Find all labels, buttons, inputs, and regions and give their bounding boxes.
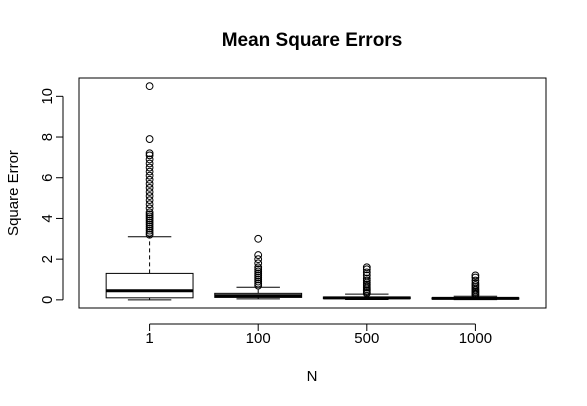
outlier-point bbox=[254, 251, 263, 259]
outlier-point bbox=[145, 226, 154, 235]
outlier-point bbox=[145, 210, 154, 219]
box-500 bbox=[322, 263, 411, 300]
outlier-point bbox=[145, 228, 154, 237]
outlier-point bbox=[254, 263, 263, 272]
x-axis-label: N bbox=[307, 368, 318, 385]
outlier-point bbox=[254, 267, 263, 276]
outlier-point bbox=[145, 192, 154, 200]
x-axis: 1 100 500 1000 bbox=[145, 323, 492, 347]
y-tick-label: 10 bbox=[39, 88, 56, 105]
outlier-point bbox=[145, 171, 154, 180]
outlier-point bbox=[145, 135, 154, 143]
box-1000 bbox=[431, 271, 520, 301]
outlier-point bbox=[145, 224, 154, 233]
outlier-point bbox=[145, 82, 154, 91]
outlier-point bbox=[254, 279, 263, 288]
outlier-point bbox=[362, 276, 371, 285]
outlier-point bbox=[145, 179, 154, 188]
outlier-point bbox=[145, 149, 154, 158]
outlier-point bbox=[254, 275, 263, 284]
outlier-point bbox=[145, 175, 154, 184]
outlier-point bbox=[362, 265, 371, 274]
outlier-point bbox=[145, 222, 154, 231]
outlier-point bbox=[362, 271, 371, 280]
outlier-point bbox=[254, 273, 263, 282]
outlier-point bbox=[471, 273, 480, 282]
outlier-point bbox=[362, 263, 371, 272]
boxes-layer bbox=[105, 82, 520, 301]
y-axis-label: Square Error bbox=[5, 150, 22, 236]
box-100 bbox=[214, 234, 303, 300]
outlier-point bbox=[145, 196, 154, 205]
outlier-point bbox=[145, 218, 154, 227]
outlier-point bbox=[145, 200, 154, 209]
outlier-point bbox=[471, 271, 480, 280]
x-tick-label: 1 bbox=[145, 330, 153, 347]
outlier-point bbox=[254, 271, 263, 280]
outlier-point bbox=[145, 167, 154, 176]
y-tick-label: 2 bbox=[39, 255, 56, 263]
outlier-point bbox=[145, 151, 154, 160]
outlier-point bbox=[254, 259, 263, 268]
outlier-point bbox=[145, 188, 154, 196]
outlier-point bbox=[145, 216, 154, 225]
outlier-point bbox=[471, 279, 480, 288]
y-tick-label: 8 bbox=[39, 133, 56, 141]
outlier-point bbox=[254, 265, 263, 274]
y-tick-label: 4 bbox=[39, 214, 56, 222]
outlier-point bbox=[362, 268, 371, 277]
y-axis: 0 2 4 6 8 10 bbox=[39, 88, 64, 304]
outlier-point bbox=[145, 212, 154, 221]
outlier-point bbox=[145, 163, 154, 172]
outlier-point bbox=[145, 208, 154, 217]
outlier-point bbox=[145, 184, 154, 192]
box-rect bbox=[105, 272, 194, 299]
outlier-point bbox=[145, 159, 154, 168]
outlier-point bbox=[145, 214, 154, 223]
outlier-point bbox=[145, 155, 154, 164]
box-1 bbox=[105, 82, 194, 301]
chart-title: Mean Square Errors bbox=[222, 30, 403, 51]
outlier-point bbox=[362, 274, 371, 283]
outlier-point bbox=[254, 281, 263, 290]
outlier-point bbox=[471, 281, 480, 290]
outlier-point bbox=[145, 220, 154, 229]
y-tick-label: 0 bbox=[39, 296, 56, 304]
outlier-point bbox=[145, 230, 154, 239]
x-tick-label: 500 bbox=[354, 330, 379, 347]
x-tick-label: 1000 bbox=[459, 330, 492, 347]
outlier-point bbox=[254, 255, 263, 264]
outlier-point bbox=[254, 269, 263, 278]
outlier-point bbox=[254, 234, 263, 243]
y-tick-label: 6 bbox=[39, 174, 56, 182]
outlier-point bbox=[254, 277, 263, 286]
outlier-point bbox=[145, 204, 154, 213]
outlier-point bbox=[471, 276, 480, 285]
plot-frame bbox=[78, 77, 547, 309]
x-tick-label: 100 bbox=[246, 330, 271, 347]
